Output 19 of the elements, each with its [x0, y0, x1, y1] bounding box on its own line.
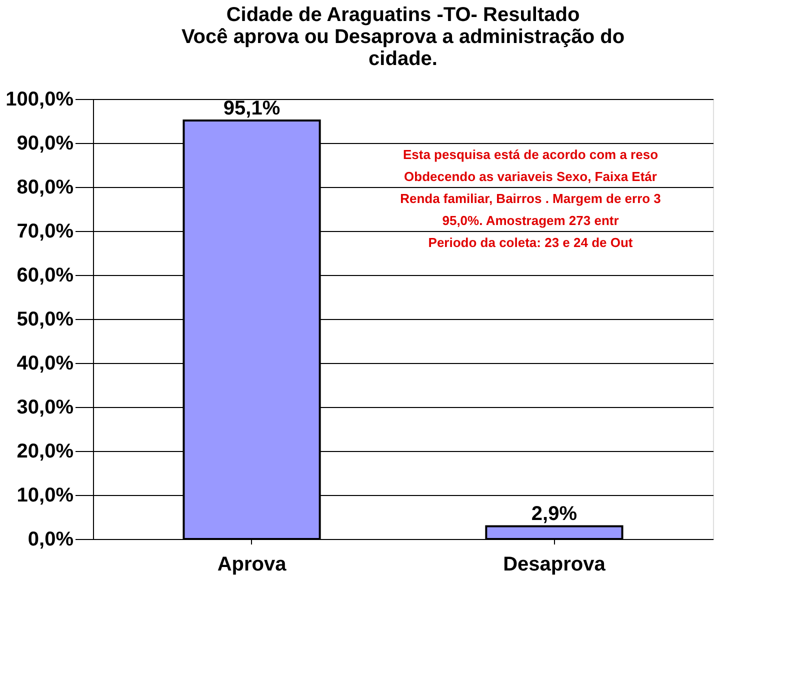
y-tick-label: 60,0% [16, 264, 74, 286]
data-label: 95,1% [223, 98, 280, 120]
y-tick-label: 20,0% [16, 440, 74, 462]
x-tick-label: Desaprova [503, 554, 606, 576]
y-tick-label: 0,0% [28, 528, 74, 550]
text: Você aprova ou Desaprova a administração do [181, 26, 625, 48]
annotation: Esta pesquisa está de acordo com a reso Obdecendo as variaveis Sexo, Faixa Etár Renda familiar, Bairros . Margem de erro 3 95,0%. Amostragem 273 entr Periodo da coleta: 23 e 24 de Out [400, 147, 661, 250]
x-tick-label: Aprova [217, 554, 288, 576]
y-tick-label: 80,0% [16, 176, 74, 198]
y-tick-label: 40,0% [16, 352, 74, 374]
data-label: 2,9% [531, 503, 578, 526]
y-tick-label: 70,0% [16, 220, 74, 242]
y-tick-label: 10,0% [16, 484, 74, 506]
y-tick-label: 90,0% [16, 132, 74, 154]
y-tick-label: 50,0% [16, 308, 74, 330]
y-tick-label: 100,0% [6, 88, 74, 110]
y-tick-label: 30,0% [16, 396, 74, 418]
text: cidade. [368, 48, 438, 70]
text: Cidade de Araguatins -TO- Resultado [226, 4, 580, 26]
